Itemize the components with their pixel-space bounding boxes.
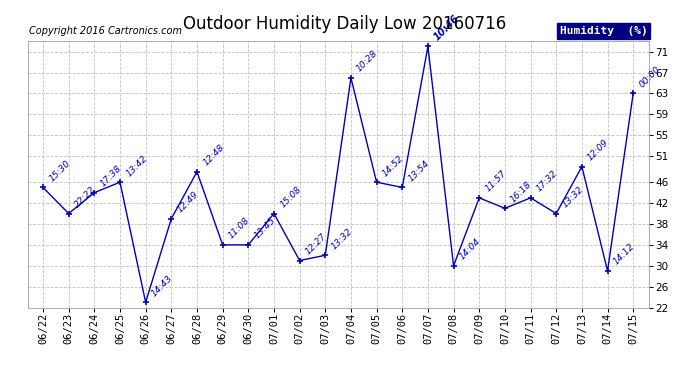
Text: Humidity  (%): Humidity (%) [560,26,647,36]
Text: 12:49: 12:49 [175,190,200,214]
Text: 11:08: 11:08 [227,216,252,241]
Text: 13:32: 13:32 [329,226,354,251]
Text: 14:52: 14:52 [381,153,406,178]
Text: 14:43: 14:43 [150,273,175,298]
Text: 22:22: 22:22 [73,184,97,209]
Text: Copyright 2016 Cartronics.com: Copyright 2016 Cartronics.com [29,26,182,36]
Text: 16:18: 16:18 [509,179,534,204]
Text: 14:04: 14:04 [457,237,482,262]
Text: 15:30: 15:30 [47,159,72,183]
Text: 12:09: 12:09 [586,138,611,162]
Text: 10:28: 10:28 [355,49,380,74]
Text: 11:57: 11:57 [484,169,508,194]
Text: 13:32: 13:32 [560,184,585,209]
Text: 14:12: 14:12 [612,242,636,267]
Text: 00:00: 00:00 [638,64,662,89]
Text: 13:45: 13:45 [253,216,277,241]
Text: 13:54: 13:54 [406,159,431,183]
Text: 13:42: 13:42 [124,153,149,178]
Text: 12:27: 12:27 [304,232,328,256]
Text: Outdoor Humidity Daily Low 20160716: Outdoor Humidity Daily Low 20160716 [184,15,506,33]
Text: 17:38: 17:38 [99,164,124,189]
Text: 10:46: 10:46 [432,13,462,42]
Text: 17:32: 17:32 [535,169,560,194]
Text: 15:08: 15:08 [278,184,303,209]
Text: 12:48: 12:48 [201,143,226,168]
